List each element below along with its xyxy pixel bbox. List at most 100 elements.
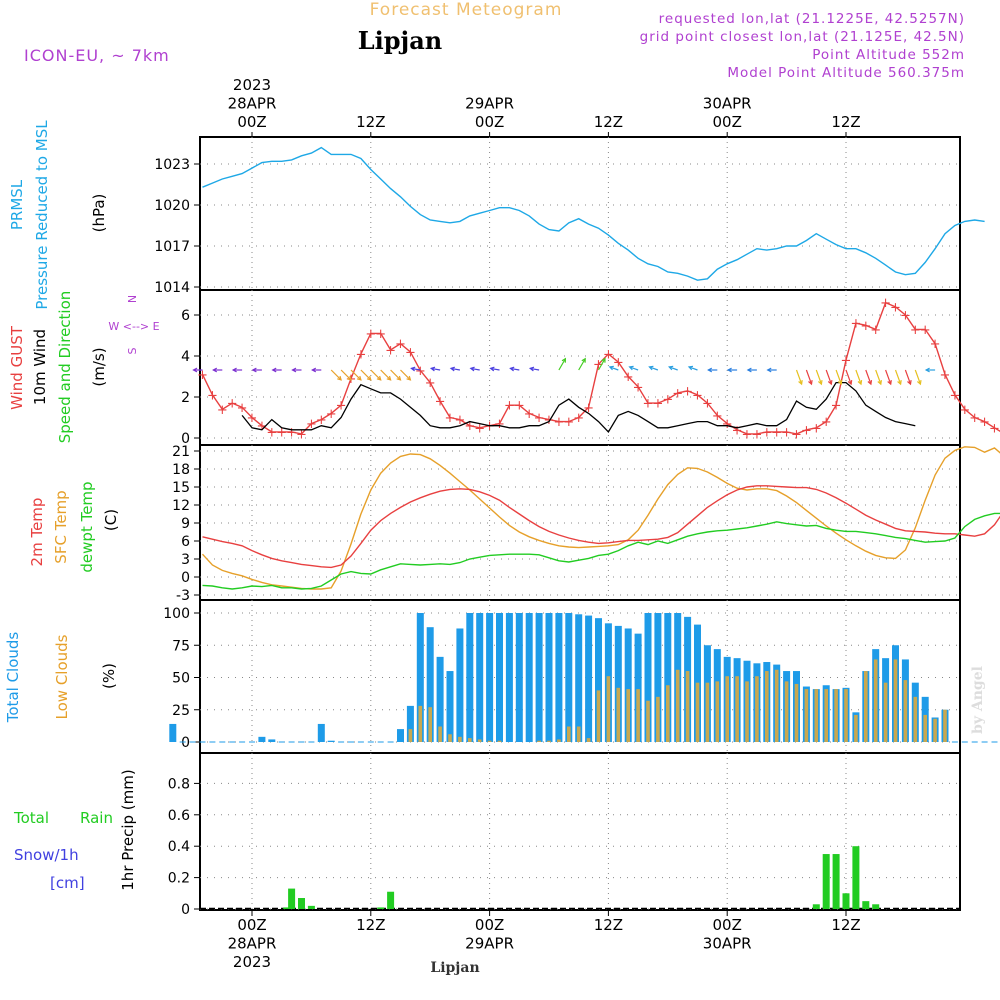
gust-marker: + — [415, 364, 426, 379]
total-cloud-bar — [515, 613, 523, 742]
low-cloud-bar — [428, 707, 432, 742]
total-cloud-bar — [496, 613, 503, 742]
gust-marker: + — [395, 337, 406, 352]
wind-arrow — [212, 367, 223, 373]
total-cloud-bar — [317, 723, 325, 742]
low-cloud-bar — [586, 738, 591, 742]
wind-arrow — [390, 369, 402, 381]
time-label-bottom: 12Z — [594, 916, 623, 934]
y-tick-label: 0 — [181, 735, 190, 751]
model-label: ICON-EU, ~ 7km — [24, 46, 170, 65]
total-cloud-bar — [595, 618, 602, 742]
time-label-bottom: 28APR — [228, 935, 277, 953]
total-cloud-bar — [545, 613, 553, 742]
wind-arrow — [360, 369, 372, 381]
y-tick-label: 4 — [181, 349, 190, 365]
pressure-unit: (hPa) — [90, 194, 108, 233]
total-cloud-bar — [535, 613, 543, 742]
low-cloud-bar — [725, 676, 729, 742]
rain-bar — [852, 846, 860, 909]
gust-marker: + — [514, 399, 525, 414]
total-cloud-bar — [446, 671, 454, 742]
wind-arrow — [835, 369, 843, 386]
low-cloud-bar — [497, 740, 502, 742]
wind-arrow — [311, 367, 322, 373]
wind-arrow — [192, 367, 203, 373]
time-label-top: 30APR — [703, 95, 752, 113]
wind-arrow — [597, 357, 606, 371]
gust-marker: + — [237, 401, 248, 416]
gust-marker: + — [672, 386, 683, 401]
total-cloud-bar — [268, 739, 276, 742]
low-cloud-bar — [477, 739, 482, 742]
wind-arrow — [825, 369, 833, 386]
wind-arrow — [875, 369, 882, 386]
dewpt-label: dewpt Temp — [78, 481, 96, 572]
low-cloud-bar — [745, 681, 749, 742]
time-label-bottom: 12Z — [831, 916, 860, 934]
wind-arrow — [231, 367, 243, 373]
rain-bar — [822, 854, 830, 909]
precip-total-label: Total — [13, 809, 49, 827]
y-tick-label: 0.8 — [168, 776, 190, 792]
gust-marker: + — [662, 393, 673, 408]
low-cloud-bar — [873, 659, 878, 742]
gust-marker: + — [791, 427, 802, 442]
gust-marker: + — [504, 399, 515, 414]
total-cloud-bar — [624, 628, 632, 742]
wind-line — [241, 381, 916, 433]
gust-marker: + — [801, 423, 812, 438]
low-cloud-bar — [616, 687, 621, 742]
total-cloud-bar — [476, 613, 484, 742]
y-tick-label: 0.6 — [168, 808, 190, 824]
wind-arrow — [924, 367, 936, 373]
total-cloud-bar — [169, 723, 177, 742]
wind-arrow — [628, 365, 639, 371]
gust-marker: + — [326, 407, 337, 422]
gust-marker: + — [643, 397, 654, 412]
time-label-bottom: 00Z — [475, 916, 504, 934]
sfc-temp-label: SFC Temp — [52, 490, 70, 563]
wind-arrow — [429, 366, 441, 372]
time-label-bottom: 30APR — [703, 935, 752, 953]
gust-marker: + — [603, 347, 614, 362]
gust-marker: + — [593, 358, 604, 373]
time-label-top: 00Z — [713, 113, 742, 131]
y-tick-label: 6 — [181, 308, 190, 324]
total-cloud-bar — [585, 615, 593, 742]
gust-marker: + — [623, 370, 634, 385]
rain-bar — [298, 898, 305, 909]
gust-marker: + — [484, 419, 495, 434]
low-cloud-bar — [626, 689, 630, 742]
low-cloud-bar — [883, 682, 888, 742]
rain-bar — [377, 907, 385, 909]
wind-arrow — [400, 369, 412, 381]
wind-arrow — [855, 369, 863, 386]
low-cloud-bar — [705, 682, 710, 742]
rain-bar — [862, 901, 870, 909]
precip-ylabel: 1hr Precip (mm) — [119, 769, 137, 890]
gust-marker: + — [336, 399, 347, 414]
gust-marker: + — [811, 421, 822, 436]
wind-arrow — [271, 367, 282, 373]
wind-arrow — [865, 369, 873, 386]
gust-marker: + — [930, 337, 941, 352]
rain-bar — [812, 904, 820, 909]
y-tick-label: 9 — [181, 516, 190, 532]
clouds-unit: (%) — [100, 663, 118, 689]
time-label-top: 2023 — [233, 76, 271, 94]
y-tick-label: 18 — [172, 462, 190, 478]
gust-marker: + — [751, 427, 762, 442]
pressure-label: Pressure Reduced to MSL — [33, 120, 51, 310]
low-cloud-bar — [804, 689, 809, 742]
watermark: by Angel — [970, 666, 986, 734]
rain-bar — [283, 907, 291, 909]
low-cloud-bar — [695, 682, 700, 742]
wind-arrow — [251, 367, 262, 373]
gust-marker: + — [652, 397, 663, 412]
y-tick-label: 21 — [172, 444, 190, 460]
gust-marker: + — [949, 388, 960, 403]
wind-arrow — [746, 367, 757, 373]
total-cloud-bar — [664, 613, 672, 742]
low-cloud-bar — [903, 680, 908, 742]
